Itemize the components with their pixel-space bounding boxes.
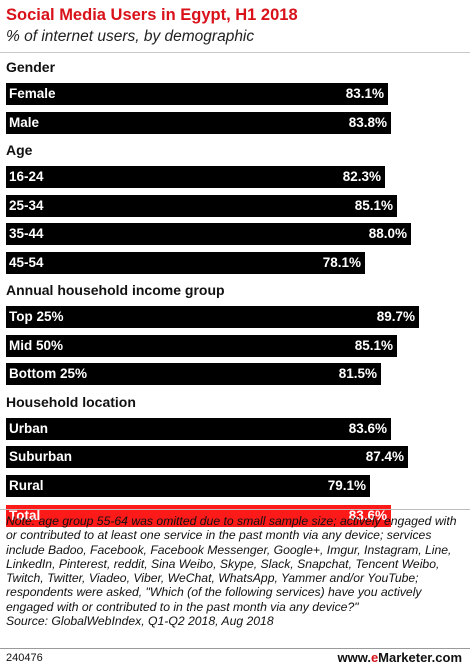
brand-prefix: www. xyxy=(337,650,371,665)
bar-value-label: 83.6% xyxy=(348,421,387,436)
group-label: Age xyxy=(6,142,33,158)
brand-suffix: .com xyxy=(431,650,462,665)
bar: Top 25% 89.7% xyxy=(6,306,419,328)
footer-divider xyxy=(0,648,470,649)
bar-value-label: 83.8% xyxy=(348,115,387,130)
bar-value-label: 78.1% xyxy=(322,255,361,270)
chart-subtitle: % of internet users, by demographic xyxy=(6,28,255,45)
brand-logo[interactable]: www.eMarketer.com xyxy=(337,650,462,665)
brand-name: Marketer xyxy=(378,650,432,665)
bar-value-label: 85.1% xyxy=(354,338,393,353)
bar-label: Top 25% xyxy=(9,309,64,324)
bar-label: 35-44 xyxy=(9,226,44,241)
bar: Bottom 25% 81.5% xyxy=(6,363,381,385)
bar-chart: Gender Female 83.1% Male 83.8% Age 16-24 82.3% 2… xyxy=(6,59,419,527)
bar-label: Urban xyxy=(9,421,49,436)
bar-label: Suburban xyxy=(9,449,72,464)
bar: 25-34 85.1% xyxy=(6,195,397,217)
bar: Urban 83.6% xyxy=(6,418,391,440)
top-divider xyxy=(0,52,470,53)
chart-notes: Note: age group 55-64 was omitted due to… xyxy=(6,514,464,628)
bar: 35-44 88.0% xyxy=(6,223,411,245)
group-label: Annual household income group xyxy=(6,282,225,298)
bar-value-label: 83.6% xyxy=(348,508,387,523)
bar-label: Mid 50% xyxy=(9,338,64,353)
total-bar: Total 83.6% xyxy=(6,505,391,527)
bar: 16-24 82.3% xyxy=(6,166,385,188)
bar-value-label: 89.7% xyxy=(376,309,415,324)
chart-title: Social Media Users in Egypt, H1 2018 xyxy=(6,6,298,24)
source-text: Source: GlobalWebIndex, Q1-Q2 2018, Aug … xyxy=(6,614,274,629)
bottom-divider xyxy=(0,509,470,510)
bar-value-label: 83.1% xyxy=(345,86,384,101)
bar-label: 45-54 xyxy=(9,255,44,270)
brand-e: e xyxy=(370,650,379,665)
bar: Female 83.1% xyxy=(6,83,388,105)
bar-label: Female xyxy=(9,86,56,101)
chart-id: 240476 xyxy=(6,652,43,664)
bar: Male 83.8% xyxy=(6,112,391,134)
bar-label: Rural xyxy=(9,478,44,493)
group-label: Gender xyxy=(6,59,56,75)
bar-value-label: 87.4% xyxy=(365,449,404,464)
bar-value-label: 85.1% xyxy=(354,198,393,213)
bar-value-label: 81.5% xyxy=(338,366,377,381)
bar-label: 16-24 xyxy=(9,169,44,184)
bar-label: Bottom 25% xyxy=(9,366,88,381)
bar-label: Male xyxy=(9,115,40,130)
bar: Suburban 87.4% xyxy=(6,446,408,468)
group-label: Household location xyxy=(6,393,136,410)
bar: Rural 79.1% xyxy=(6,475,370,497)
note-text: Note: age group 55-64 was omitted due to… xyxy=(6,514,457,614)
bar-value-label: 88.0% xyxy=(368,226,407,241)
bar: 45-54 78.1% xyxy=(6,252,365,274)
bar-label: Total xyxy=(9,508,41,523)
bar: Mid 50% 85.1% xyxy=(6,335,397,357)
bar-value-label: 79.1% xyxy=(327,478,366,493)
bar-label: 25-34 xyxy=(9,198,44,213)
bar-value-label: 82.3% xyxy=(342,169,381,184)
